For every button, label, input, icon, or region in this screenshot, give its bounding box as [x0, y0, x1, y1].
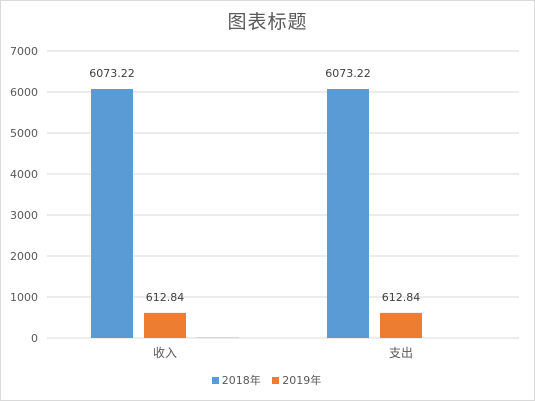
- x-tick-label-1: 支出: [389, 346, 413, 360]
- y-tick-label-0: 0: [31, 332, 38, 345]
- x-tick-label-0: 收入: [153, 346, 177, 360]
- y-tick-label-3: 3000: [10, 209, 38, 222]
- legend-item-2019: 2019年: [272, 372, 321, 388]
- legend-item-2018: 2018年: [211, 372, 261, 388]
- data-label-1-1: 612.84: [382, 291, 421, 304]
- bar-0-1: [144, 312, 186, 338]
- data-label-0-1: 612.84: [146, 291, 185, 304]
- legend-swatch-2019: [272, 377, 280, 384]
- legend-label-2018: 2018年: [221, 374, 261, 387]
- legend: 2018年 2019年: [0, 372, 533, 388]
- bar-1-1: [380, 312, 422, 338]
- data-label-1-0: 6073.22: [325, 67, 371, 80]
- y-tick-label-2: 2000: [10, 250, 38, 263]
- data-label-0-0: 6073.22: [89, 67, 135, 80]
- y-tick-label-7: 7000: [10, 45, 38, 58]
- bar-0-0: [91, 88, 133, 338]
- bar-1-0: [327, 88, 369, 338]
- chart-title: 图表标题: [227, 11, 308, 33]
- y-tick-label-1: 1000: [10, 291, 38, 304]
- legend-swatch-2018: [211, 377, 219, 384]
- y-tick-label-4: 4000: [10, 168, 38, 181]
- y-tick-label-6: 6000: [10, 86, 38, 99]
- y-tick-label-5: 5000: [10, 127, 38, 140]
- legend-label-2019: 2019年: [282, 374, 322, 387]
